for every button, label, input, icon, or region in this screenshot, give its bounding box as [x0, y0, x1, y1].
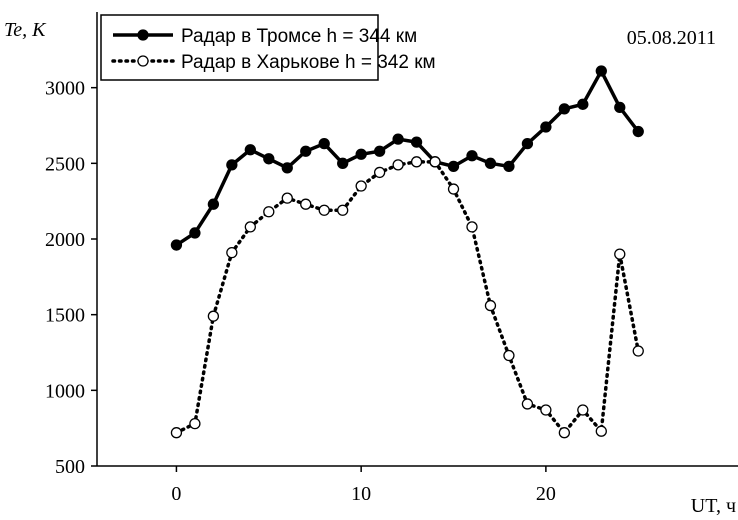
data-point [484, 157, 497, 169]
data-point [503, 349, 515, 362]
y-tick-label: 500 [55, 456, 85, 478]
y-tick-label: 2500 [45, 153, 85, 175]
data-point [466, 221, 478, 233]
y-tick-label: 1500 [45, 305, 85, 327]
data-point [521, 398, 534, 410]
data-point [429, 156, 441, 168]
data-point [244, 221, 256, 233]
data-point [170, 427, 183, 439]
data-point [318, 138, 330, 150]
legend-marker [137, 55, 149, 67]
data-point [484, 299, 497, 312]
data-point [521, 138, 534, 150]
data-point [614, 248, 626, 260]
data-point [263, 153, 275, 165]
data-point [373, 166, 386, 179]
data-point [189, 227, 201, 239]
x-axis-label: UT, ч [691, 495, 736, 517]
data-point [337, 157, 349, 169]
data-point [300, 198, 312, 210]
x-tick-label: 20 [536, 483, 556, 505]
y-tick-label: 1000 [45, 380, 85, 402]
data-point [577, 404, 589, 416]
data-point [447, 183, 460, 195]
data-point [281, 162, 293, 174]
data-point [226, 159, 238, 171]
y-tick-label: 3000 [45, 78, 85, 100]
data-point [189, 417, 201, 430]
data-point [318, 204, 330, 216]
data-point [207, 310, 220, 322]
data-point [392, 133, 404, 145]
data-point [392, 159, 404, 171]
data-point [337, 204, 349, 216]
data-point [300, 145, 312, 157]
x-tick-label: 10 [351, 483, 371, 505]
data-point [632, 345, 644, 357]
data-point [207, 198, 220, 210]
legend-box [100, 14, 379, 81]
legend-label: Радар в Харькове h = 342 км [181, 52, 436, 73]
data-point [614, 101, 626, 113]
data-point [595, 425, 607, 437]
data-point [373, 145, 386, 157]
legend-label: Радар в Тромсе h = 344 км [181, 26, 417, 47]
data-point [503, 160, 515, 173]
data-point [595, 65, 607, 77]
data-point [577, 98, 589, 110]
data-point [281, 192, 293, 204]
data-point [540, 121, 552, 133]
x-tick-label: 0 [171, 483, 181, 505]
data-point [558, 427, 571, 439]
y-tick-label: 2000 [45, 229, 85, 251]
data-point [355, 180, 367, 192]
y-axis-label: Te, K [4, 19, 47, 41]
data-point [410, 156, 423, 168]
data-point [244, 144, 256, 156]
data-point [355, 148, 367, 160]
legend-marker [137, 29, 149, 41]
series-line [174, 160, 640, 436]
data-point [466, 150, 478, 162]
data-point [170, 239, 183, 251]
data-point [540, 404, 552, 416]
annotation: 05.08.2011 [627, 27, 716, 49]
data-point [410, 136, 423, 148]
data-point [226, 246, 238, 259]
data-point [447, 160, 460, 173]
series-line [175, 67, 640, 247]
data-point [632, 125, 644, 138]
data-point [263, 206, 275, 218]
data-point [558, 103, 571, 115]
